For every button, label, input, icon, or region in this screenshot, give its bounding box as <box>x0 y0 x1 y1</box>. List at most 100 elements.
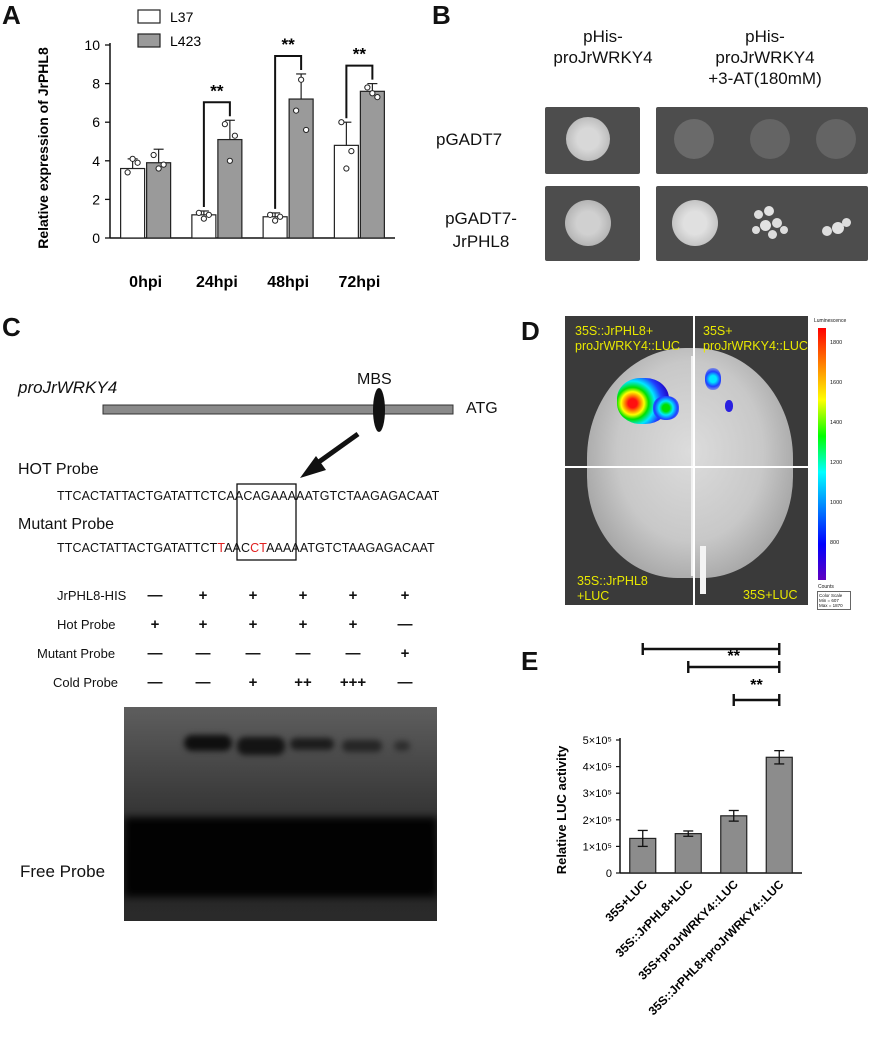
significance-label: ** <box>353 45 367 64</box>
emsa-gel-image <box>124 707 437 921</box>
luciferase-image: 35S::JrPHL8+ proJrWRKY4::LUC 35S+ proJrW… <box>565 316 808 605</box>
luminescence-signal-weak <box>705 368 721 390</box>
col-header-3at: pHis- proJrWRKY4 +3-AT(180mM) <box>708 27 822 88</box>
condition-cell: — <box>195 674 211 691</box>
data-point <box>221 121 228 128</box>
legend-label: L37 <box>170 9 194 25</box>
small-colony <box>822 226 832 236</box>
leaf <box>587 348 793 578</box>
quadrant-line-v <box>693 316 695 605</box>
mutant-probe-sequence: TTCACTATTACTGATATTCTTAACCTAAAAATGTCTAAGA… <box>57 541 435 555</box>
x-tick-label: 35S+LUC <box>602 877 650 925</box>
condition-label: Cold Probe <box>53 675 119 690</box>
arrow-head <box>300 456 326 478</box>
quadrant-line-h <box>565 466 808 468</box>
condition-cell: +++ <box>339 674 367 691</box>
condition-cell: ++ <box>294 674 312 691</box>
panel-label-b: B <box>432 0 451 30</box>
yeast-plate-1 <box>545 107 640 174</box>
free-probe-label: Free Probe <box>20 862 106 881</box>
y-tick-label: 6 <box>92 114 100 130</box>
mutant-probe-title: Mutant Probe <box>18 516 115 533</box>
shifted-band <box>237 737 285 755</box>
quadrant-label-tl: 35S::JrPHL8+ proJrWRKY4::LUC <box>575 324 680 353</box>
condition-cell: + <box>400 645 410 662</box>
shifted-band <box>394 741 410 751</box>
condition-cell: — <box>295 645 311 662</box>
shifted-band <box>342 740 382 752</box>
condition-cell: + <box>248 616 258 633</box>
y-axis-label: Relative LUC activity <box>554 745 569 874</box>
data-point <box>267 211 274 218</box>
shifted-band <box>184 735 232 751</box>
y-tick-label: 5×10⁵ <box>583 735 612 747</box>
data-point <box>160 161 167 168</box>
promoter-name: proJrWRKY4 <box>18 378 118 397</box>
data-point <box>364 84 371 91</box>
data-point <box>343 165 350 172</box>
y-tick-label: 1×10⁵ <box>583 841 612 853</box>
yeast-colony <box>565 200 611 246</box>
condition-cell: — <box>397 616 413 633</box>
data-point <box>277 213 284 220</box>
data-point <box>205 211 212 218</box>
atg-label: ATG <box>466 400 498 417</box>
x-tick-label: 72hpi <box>338 274 380 291</box>
significance-label: ** <box>705 640 718 647</box>
scale-tick-label: 1000 <box>830 500 843 506</box>
faint-colony <box>750 119 790 159</box>
col-header-phis: pHis- proJrWRKY4 <box>553 27 653 67</box>
color-scale-ticks: 1800 1600 1400 1200 1000 800 <box>828 328 868 580</box>
yeast-plate-3 <box>545 186 640 261</box>
data-point <box>298 76 305 83</box>
luminescence-signal-weak <box>725 400 733 412</box>
y-tick-label: 4×10⁵ <box>583 762 612 774</box>
data-point <box>369 90 376 97</box>
promoter-bar <box>102 404 454 415</box>
y-tick-label: 0 <box>92 230 100 246</box>
quadrant-label-br: 35S+LUC <box>743 588 798 602</box>
small-colony <box>772 218 782 228</box>
data-point <box>150 151 157 159</box>
condition-cell: — <box>147 645 163 662</box>
bar <box>359 90 385 239</box>
condition-cell: — <box>195 645 211 662</box>
scale-title: Luminescence <box>814 318 847 324</box>
mbs-site-marker <box>373 388 385 432</box>
condition-cell: — <box>245 645 261 662</box>
luc-activity-bar-chart: 0 1×10⁵ 2×10⁵ 3×10⁵ 4×10⁵ 5×10⁵ Relative LUC a… <box>554 640 802 1018</box>
condition-cell: + <box>348 616 358 633</box>
y-tick-label: 10 <box>84 37 100 53</box>
small-colony <box>780 226 788 234</box>
leaf-petiole <box>700 546 706 594</box>
legend-swatch <box>137 9 161 24</box>
yeast-plate-4 <box>656 186 868 261</box>
data-point <box>348 148 355 155</box>
condition-cell: — <box>147 674 163 691</box>
condition-label: JrPHL8-HIS <box>57 588 127 603</box>
bar <box>288 98 314 239</box>
condition-cell: + <box>298 587 308 604</box>
row-label-pgadt7: pGADT7 <box>436 130 503 149</box>
scale-bottom-label: Counts <box>818 584 834 590</box>
binding-site-box <box>236 483 297 561</box>
condition-cell: + <box>198 587 208 604</box>
data-point <box>124 169 131 176</box>
small-colony <box>752 226 760 234</box>
condition-cell: — <box>397 674 413 691</box>
condition-cell: + <box>248 587 258 604</box>
shifted-band <box>290 738 334 750</box>
promoter-diagram <box>102 388 454 561</box>
x-tick-label: 48hpi <box>267 274 309 291</box>
quadrant-label-tr: 35S+ proJrWRKY4::LUC <box>703 324 808 353</box>
data-point <box>293 107 300 114</box>
hot-probe-sequence: TTCACTATTACTGATATTCTCAACAGAAAAATGTCTAAGA… <box>57 489 440 503</box>
mbs-label: MBS <box>357 371 392 388</box>
faint-colony <box>816 119 856 159</box>
panel-label-d: D <box>521 316 540 346</box>
faint-colony <box>674 119 714 159</box>
small-colony <box>842 218 851 227</box>
panel-label-e: E <box>521 646 539 676</box>
condition-cell: + <box>298 616 308 633</box>
scale-tick-label: 1600 <box>830 380 843 386</box>
